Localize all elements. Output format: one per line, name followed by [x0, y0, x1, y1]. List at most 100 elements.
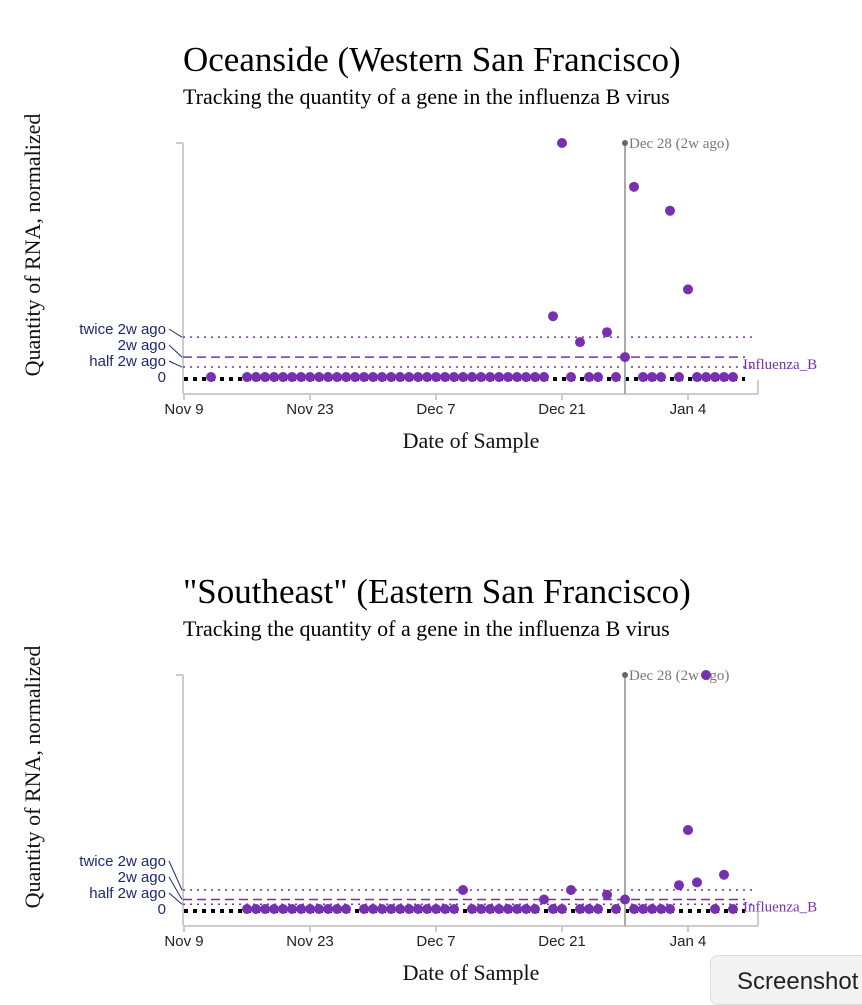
y-tick-leader — [168, 860, 183, 891]
data-point — [593, 904, 603, 914]
data-point — [647, 904, 657, 914]
data-point — [440, 372, 450, 382]
data-point — [287, 372, 297, 382]
y-axis-label: Quantity of RNA, normalized — [20, 646, 45, 909]
data-point — [611, 904, 621, 914]
data-point — [602, 327, 612, 338]
data-point — [620, 352, 630, 363]
y-tick-label: 2w ago — [118, 869, 166, 886]
data-point — [269, 904, 279, 914]
data-point — [638, 904, 648, 914]
y-tick-leader — [168, 892, 183, 905]
data-point — [485, 372, 495, 382]
series-label: Influenza_B — [743, 357, 817, 373]
data-point — [449, 904, 459, 914]
data-point — [323, 372, 333, 382]
data-point — [305, 904, 315, 914]
data-point — [692, 877, 702, 888]
data-point — [467, 372, 477, 382]
data-point — [386, 372, 396, 382]
data-point — [656, 904, 666, 914]
data-point — [584, 904, 594, 914]
data-point — [206, 372, 216, 382]
data-point — [584, 372, 594, 382]
data-point — [413, 904, 423, 914]
data-point — [458, 884, 468, 895]
data-point — [296, 904, 306, 914]
data-point — [530, 904, 540, 914]
data-point — [287, 904, 297, 914]
data-point — [557, 138, 567, 148]
data-point — [359, 904, 369, 914]
data-point — [296, 372, 306, 382]
y-tick-label: half 2w ago — [89, 885, 166, 902]
data-point — [242, 904, 252, 914]
data-point — [683, 825, 693, 836]
data-point — [512, 904, 522, 914]
data-point — [656, 372, 666, 382]
chart-subtitle: Tracking the quantity of a gene in the i… — [183, 616, 670, 641]
data-point — [440, 904, 450, 914]
data-point — [548, 311, 558, 322]
y-tick-leader — [168, 328, 183, 338]
data-point — [494, 904, 504, 914]
data-point — [332, 904, 342, 914]
plot-area: Nov 9 Nov 23 Dec 7 Dec 21 Jan 4 Date of Sampl… — [20, 646, 817, 985]
data-point — [458, 372, 468, 382]
data-point — [368, 372, 378, 382]
chart-title: "Southeast" (Eastern San Francisco) — [183, 572, 691, 611]
data-point — [593, 372, 603, 382]
y-tick-label: twice 2w ago — [79, 853, 166, 870]
data-point — [566, 372, 576, 382]
data-point — [710, 904, 720, 914]
data-point — [674, 372, 684, 382]
data-point — [269, 372, 279, 382]
x-tick-label: Jan 4 — [670, 933, 707, 950]
data-point — [710, 372, 720, 382]
x-tick-label: Nov 23 — [286, 933, 334, 950]
y-tick-leader — [168, 344, 183, 358]
data-point — [332, 372, 342, 382]
y-tick-label: half 2w ago — [89, 353, 166, 370]
reference-date-dot — [622, 140, 628, 146]
reference-date-label: Dec 28 (2w ago) — [629, 668, 729, 684]
data-point — [323, 904, 333, 914]
data-point — [314, 904, 324, 914]
data-point — [647, 372, 657, 382]
data-point — [251, 904, 261, 914]
data-point — [341, 372, 351, 382]
data-point — [512, 372, 522, 382]
data-point — [530, 372, 540, 382]
data-point — [305, 372, 315, 382]
x-tick-label: Dec 21 — [538, 401, 586, 418]
data-point — [386, 904, 396, 914]
data-point — [251, 372, 261, 382]
data-point — [575, 337, 585, 348]
data-point — [728, 372, 738, 382]
x-axis-label: Date of Sample — [403, 428, 540, 453]
data-point — [683, 284, 693, 295]
y-tick-label: twice 2w ago — [79, 321, 166, 338]
data-point — [539, 894, 549, 905]
x-tick-label: Nov 23 — [286, 401, 334, 418]
data-point — [476, 904, 486, 914]
data-point — [431, 372, 441, 382]
data-point — [665, 205, 675, 216]
data-point — [395, 372, 405, 382]
x-tick-label: Nov 9 — [164, 933, 203, 950]
x-tick-label: Dec 21 — [538, 933, 586, 950]
data-point — [719, 372, 729, 382]
data-point — [629, 904, 639, 914]
data-point — [431, 904, 441, 914]
x-axis-label: Date of Sample — [403, 960, 540, 985]
screenshot-button[interactable]: Screenshot — [710, 955, 862, 1005]
data-point — [557, 904, 567, 914]
data-point — [413, 372, 423, 382]
reference-date-dot — [622, 672, 628, 678]
data-point — [701, 670, 711, 680]
data-point — [368, 904, 378, 914]
data-point — [620, 894, 630, 905]
data-point — [521, 904, 531, 914]
data-point — [602, 889, 612, 900]
data-point — [638, 372, 648, 382]
